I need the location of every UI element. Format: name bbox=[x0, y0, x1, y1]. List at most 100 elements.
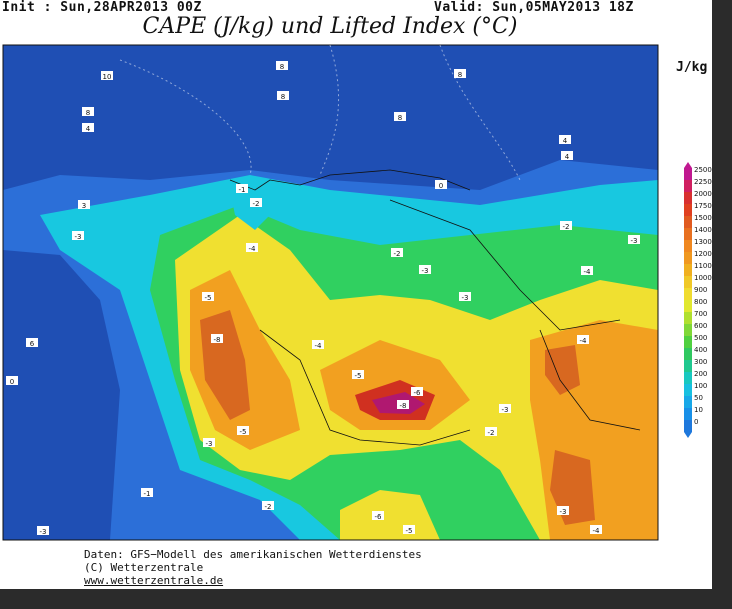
colorbar-swatch bbox=[684, 192, 692, 204]
label-box bbox=[499, 404, 511, 413]
colorbar-label: 1100 bbox=[694, 262, 712, 270]
map-label: -2 bbox=[394, 250, 401, 258]
map-label: -3 bbox=[206, 440, 213, 448]
colorbar-swatch bbox=[684, 372, 692, 384]
label-box bbox=[435, 180, 447, 189]
label-box bbox=[419, 265, 431, 274]
colorbar-label: 700 bbox=[694, 310, 707, 318]
map-label: -2 bbox=[488, 429, 495, 437]
label-box bbox=[37, 526, 49, 535]
colorbar-label: 1200 bbox=[694, 250, 712, 258]
map-label: -4 bbox=[580, 337, 588, 345]
colorbar-swatch bbox=[684, 276, 692, 288]
colorbar-label: 10 bbox=[694, 406, 703, 414]
legend-unit: J/kg bbox=[676, 60, 708, 75]
label-box bbox=[141, 488, 153, 497]
label-box bbox=[237, 426, 249, 435]
colorbar-swatch bbox=[684, 396, 692, 408]
map-label: 8 bbox=[281, 93, 285, 101]
colorbar-label: 1000 bbox=[694, 274, 712, 282]
label-box bbox=[397, 400, 409, 409]
colorbar-tip bbox=[684, 162, 692, 168]
map-label: -3 bbox=[631, 237, 638, 245]
colorbar: 2500225020001750150014001300120011001000… bbox=[684, 162, 712, 438]
map-label: -3 bbox=[422, 267, 429, 275]
map-label: 4 bbox=[86, 125, 91, 133]
map-label: 4 bbox=[563, 137, 568, 145]
colorbar-label: 300 bbox=[694, 358, 707, 366]
footer-line: Daten: GFS−Modell des amerikanischen Wet… bbox=[84, 548, 422, 561]
map-label: 10 bbox=[103, 73, 112, 81]
map-label: -2 bbox=[563, 223, 570, 231]
colorbar-swatch bbox=[684, 336, 692, 348]
map-label: -2 bbox=[265, 503, 272, 511]
colorbar-swatch bbox=[684, 408, 692, 420]
colorbar-label: 2000 bbox=[694, 190, 712, 198]
map-label: -3 bbox=[462, 294, 469, 302]
label-box bbox=[559, 135, 571, 144]
colorbar-tip bbox=[684, 432, 692, 438]
label-box bbox=[202, 292, 214, 301]
colorbar-swatch bbox=[684, 312, 692, 324]
map-label: 3 bbox=[82, 202, 86, 210]
label-box bbox=[277, 91, 289, 100]
label-box bbox=[459, 292, 471, 301]
label-box bbox=[454, 69, 466, 78]
colorbar-swatch bbox=[684, 204, 692, 216]
map-label: 8 bbox=[398, 114, 402, 122]
label-box bbox=[403, 525, 415, 534]
label-box bbox=[577, 335, 589, 344]
label-box bbox=[82, 107, 94, 116]
map-label: 6 bbox=[30, 340, 35, 348]
label-box bbox=[561, 151, 573, 160]
map-labels: 10 8 4 8 8 8 8 4 4 0 -1 -2 3 -3 -4 -2 -3 -2 -3 -4 -5 -3 -8 -4 -5… bbox=[6, 61, 640, 536]
map-label: -6 bbox=[414, 389, 422, 397]
label-box bbox=[391, 248, 403, 257]
map-label: 8 bbox=[280, 63, 284, 71]
map-label: -3 bbox=[75, 233, 82, 241]
colorbar-label: 0 bbox=[694, 418, 698, 426]
map-label: -1 bbox=[239, 186, 246, 194]
colorbar-label: 1750 bbox=[694, 202, 712, 210]
label-box bbox=[628, 235, 640, 244]
colorbar-swatch bbox=[684, 420, 692, 432]
colorbar-swatch bbox=[684, 300, 692, 312]
colorbar-swatch bbox=[684, 288, 692, 300]
map-frame bbox=[2, 44, 659, 541]
colorbar-label: 1300 bbox=[694, 238, 712, 246]
map-label: -1 bbox=[144, 490, 151, 498]
colorbar-swatch bbox=[684, 228, 692, 240]
label-box bbox=[72, 231, 84, 240]
colorbar-label: 2250 bbox=[694, 178, 712, 186]
colorbar-label: 800 bbox=[694, 298, 707, 306]
label-box bbox=[312, 340, 324, 349]
map-label: -6 bbox=[375, 513, 383, 521]
label-box bbox=[26, 338, 38, 347]
label-box bbox=[203, 438, 215, 447]
label-box bbox=[411, 387, 423, 396]
map-label: -4 bbox=[315, 342, 323, 350]
colorbar-swatch bbox=[684, 324, 692, 336]
map-label: -2 bbox=[253, 200, 260, 208]
frame-strip bbox=[712, 0, 732, 609]
colorbar-label: 200 bbox=[694, 370, 707, 378]
map-label: -5 bbox=[205, 294, 212, 302]
colorbar-label: 400 bbox=[694, 346, 707, 354]
label-box bbox=[246, 243, 258, 252]
label-box bbox=[352, 370, 364, 379]
map-label: -5 bbox=[406, 527, 413, 535]
label-box bbox=[590, 525, 602, 534]
colorbar-swatch bbox=[684, 216, 692, 228]
colorbar-swatch bbox=[684, 348, 692, 360]
footer: Daten: GFS−Modell des amerikanischen Wet… bbox=[84, 548, 422, 587]
colorbar-label: 100 bbox=[694, 382, 707, 390]
label-box bbox=[101, 71, 113, 80]
colorbar-label: 600 bbox=[694, 322, 707, 330]
colorbar-label: 900 bbox=[694, 286, 707, 294]
map-label: -3 bbox=[40, 528, 47, 536]
label-box bbox=[262, 501, 274, 510]
label-box bbox=[276, 61, 288, 70]
map-label: -8 bbox=[214, 336, 221, 344]
map-label: -5 bbox=[240, 428, 247, 436]
